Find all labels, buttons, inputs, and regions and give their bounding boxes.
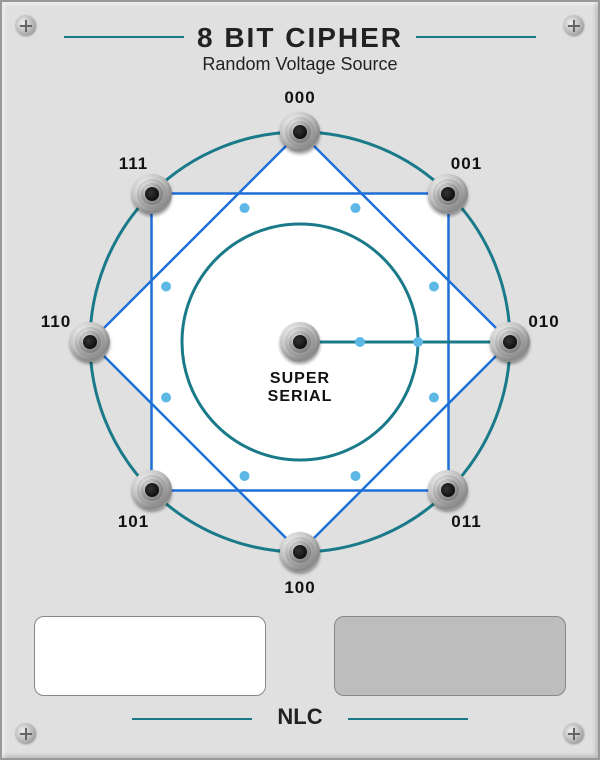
label-bit-000: 000 <box>284 88 315 108</box>
label-bit-111: 111 <box>119 154 149 174</box>
label-bit-001: 001 <box>451 154 482 174</box>
jack-bit-100[interactable] <box>280 532 320 572</box>
label-super-serial: SUPERSERIAL <box>268 370 333 405</box>
label-bit-100: 100 <box>284 578 315 598</box>
jack-bit-001[interactable] <box>428 174 468 214</box>
jack-bit-010[interactable] <box>490 322 530 362</box>
brand-rule-right <box>348 718 468 720</box>
label-bit-011: 011 <box>451 512 481 532</box>
brand-label: NLC <box>2 704 598 730</box>
module-panel: 8 BIT CIPHER Random Voltage Source 00000… <box>0 0 600 760</box>
jack-bit-011[interactable] <box>428 470 468 510</box>
jack-bit-110[interactable] <box>70 322 110 362</box>
input-group-clock <box>34 616 266 696</box>
jack-bit-101[interactable] <box>132 470 172 510</box>
jack-bit-000[interactable] <box>280 112 320 152</box>
label-bit-101: 101 <box>118 512 149 532</box>
label-bit-010: 010 <box>528 312 559 332</box>
jack-bit-111[interactable] <box>132 174 172 214</box>
output-group-cv <box>334 616 566 696</box>
label-bit-110: 110 <box>41 312 71 332</box>
jack-super-serial[interactable] <box>280 322 320 362</box>
